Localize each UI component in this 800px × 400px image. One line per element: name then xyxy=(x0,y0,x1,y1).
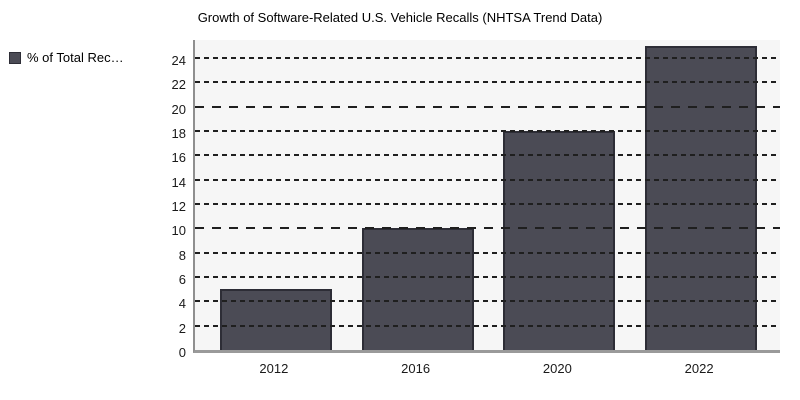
y-tick-label: 2 xyxy=(178,320,186,336)
y-tick-label: 0 xyxy=(178,345,186,360)
legend-label: % of Total Rec… xyxy=(27,50,124,65)
bar-2022[interactable] xyxy=(645,45,758,350)
y-tick-label: 12 xyxy=(171,198,186,214)
x-tick-label: 2022 xyxy=(684,361,714,376)
y-tick-label: 14 xyxy=(171,174,186,190)
legend[interactable]: % of Total Rec… xyxy=(9,50,124,65)
y-tick-label: 24 xyxy=(171,52,186,68)
bar-2016[interactable] xyxy=(361,228,474,350)
y-tick-label: 18 xyxy=(171,125,186,141)
y-tick-label: 16 xyxy=(171,150,186,166)
gridline xyxy=(195,300,780,303)
y-tick-label: 10 xyxy=(171,223,186,239)
gridline xyxy=(195,81,780,84)
gridline xyxy=(195,324,780,327)
gridline xyxy=(195,227,780,230)
chart-title: Growth of Software-Related U.S. Vehicle … xyxy=(197,10,603,25)
x-tick-label: 2020 xyxy=(542,361,572,376)
y-tick-label: 22 xyxy=(171,77,186,93)
gridline xyxy=(195,178,780,181)
gridline xyxy=(195,105,780,108)
y-tick-label: 8 xyxy=(178,247,186,263)
x-tick-label: 2016 xyxy=(401,361,431,376)
y-axis-labels: 0 2 4 6 8 10 12 14 16 18 20 22 24 xyxy=(0,0,186,400)
gridline xyxy=(195,56,780,59)
y-tick-label: 4 xyxy=(178,296,186,312)
gridline xyxy=(195,154,780,157)
bar-2020[interactable] xyxy=(503,130,616,350)
gridline xyxy=(195,129,780,132)
bar-2012[interactable] xyxy=(219,289,332,350)
gridline xyxy=(195,275,780,278)
x-tick-label: 2012 xyxy=(259,361,289,376)
plot-area xyxy=(193,40,780,353)
plot-inner xyxy=(195,40,780,350)
gridline xyxy=(195,202,780,205)
gridline xyxy=(195,251,780,254)
y-tick-label: 6 xyxy=(178,271,186,287)
legend-swatch-icon xyxy=(9,51,21,64)
y-tick-label: 20 xyxy=(171,101,186,117)
